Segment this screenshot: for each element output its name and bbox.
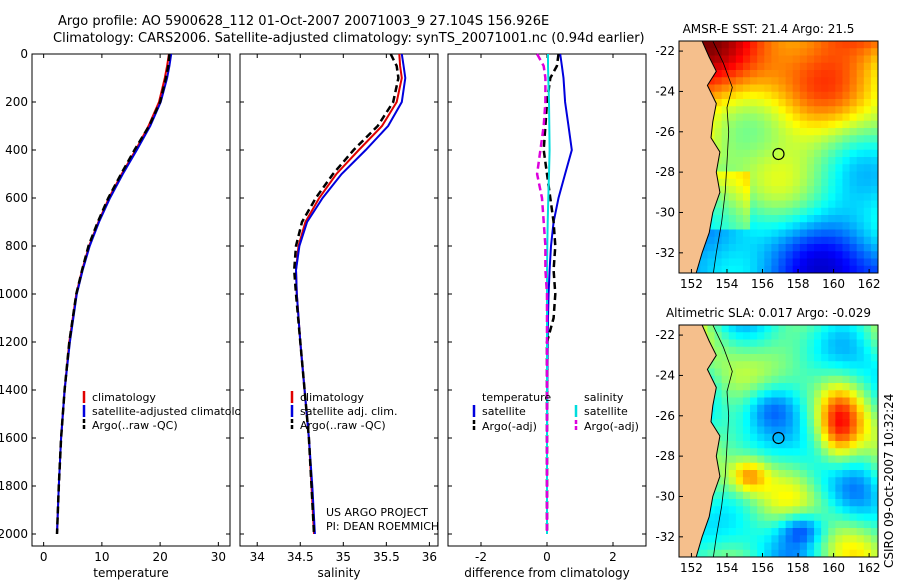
temperature-ytick-label: 600 <box>5 191 28 205</box>
temperature-ytick-label: 1800 <box>0 479 28 493</box>
legend-entry: satellite adj. clim. <box>300 405 397 418</box>
salinity-axes-frame <box>239 53 439 547</box>
amsre-sst-xtick-label: 154 <box>716 277 739 291</box>
altimetric-sla-contour <box>712 325 733 557</box>
amsre-sst-xtick-label: 162 <box>858 277 881 291</box>
difference-xtick-label: 2 <box>609 550 617 564</box>
temperature-ytick-label: 200 <box>5 95 28 109</box>
altimetric-sla-argo-marker <box>772 431 785 445</box>
amsre-sst-argo-marker <box>772 147 785 161</box>
title-line-1: Argo profile: AO 5900628_112 01-Oct-2007… <box>58 14 549 29</box>
legend-entry: satellite <box>482 405 526 418</box>
temperature-series-satellite-adjusted-climatology <box>56 53 173 535</box>
amsre-sst-ytick-label: -30 <box>655 205 675 219</box>
amsre-sst-xtick-label: 158 <box>787 277 810 291</box>
amsre-sst-ytick-label: -26 <box>655 125 675 139</box>
altimetric-sla-image <box>679 325 878 557</box>
altimetric-sla-xtick-label: 160 <box>822 561 845 575</box>
amsre-sst-ytick-label: -24 <box>655 84 675 98</box>
temperature-axes-frame <box>31 53 231 547</box>
legend-entry: climatology <box>92 391 156 404</box>
altimetric-sla-land <box>679 325 721 557</box>
project-line-1: US ARGO PROJECT <box>326 506 428 519</box>
legend-entry: climatology <box>300 391 364 404</box>
altimetric-sla-title: Altimetric SLA: 0.017 Argo: -0.029 <box>666 306 871 320</box>
legend-header-temperature: temperature <box>482 391 551 404</box>
altimetric-sla-ytick-label: -30 <box>655 489 675 503</box>
temperature-xtick-label: 0 <box>40 550 48 564</box>
salinity-xtick-label: 34.5 <box>287 550 314 564</box>
legend-entry: Argo(..raw -QC) <box>92 419 178 432</box>
temperature-ytick-label: 1000 <box>0 287 28 301</box>
temperature-ytick-label: 800 <box>5 239 28 253</box>
legend-header-salinity: salinity <box>584 391 624 404</box>
amsre-sst-contour <box>712 41 733 273</box>
altimetric-sla-ytick-label: -24 <box>655 368 675 382</box>
temperature-ytick-label: 1400 <box>0 383 28 397</box>
amsre-sst-ytick-label: -32 <box>655 246 675 260</box>
altimetric-sla-xtick-label: 158 <box>787 561 810 575</box>
amsre-sst-panel: AMSR-E SST: 21.4 Argo: 21.5 152 154 156 158 1… <box>655 22 880 291</box>
amsre-sst-title: AMSR-E SST: 21.4 Argo: 21.5 <box>683 22 855 36</box>
amsre-sst-ytick-label: -28 <box>655 165 675 179</box>
amsre-sst-ytick-label: -22 <box>655 44 675 58</box>
legend-entry: satellite <box>584 405 628 418</box>
difference-xlabel: difference from climatology <box>464 566 630 580</box>
amsre-sst-axes-frame <box>678 40 879 274</box>
amsre-sst-xtick-label: 152 <box>680 277 703 291</box>
salinity-xtick-label: 36 <box>422 550 437 564</box>
difference-xtick-label: 0 <box>543 550 551 564</box>
salinity-xtick-label: 34 <box>250 550 265 564</box>
altimetric-sla-ytick-label: -28 <box>655 449 675 463</box>
amsre-sst-land <box>679 41 721 273</box>
altimetric-sla-ytick-label: -26 <box>655 409 675 423</box>
difference-panel: -2 0 2 difference from climatology temperatu… <box>447 53 647 580</box>
legend-entry: Argo(-adj) <box>482 420 537 433</box>
credit-label: CSIRO 09-Oct-2007 10:32:24 <box>882 394 896 568</box>
project-line-2: PI: DEAN ROEMMICH <box>326 520 439 533</box>
salinity-xtick-label: 35 <box>336 550 351 564</box>
temperature-ytick-label: 400 <box>5 143 28 157</box>
temperature-xtick-label: 10 <box>94 550 109 564</box>
salinity-xlabel: salinity <box>317 566 360 580</box>
temperature-panel: 0 10 20 30 0 200 400 600 800 1000 1200 1400 1600 1800… <box>0 47 255 580</box>
altimetric-sla-panel: Altimetric SLA: 0.017 Argo: -0.029 152 154… <box>655 306 880 575</box>
altimetric-sla-xtick-label: 156 <box>751 561 774 575</box>
altimetric-sla-xtick-label: 154 <box>716 561 739 575</box>
difference-xtick-label: -2 <box>475 550 487 564</box>
temperature-ytick-label: 0 <box>20 47 28 61</box>
altimetric-sla-xtick-label: 162 <box>858 561 881 575</box>
salinity-panel: 34 34.5 35 35.5 36 salinity climatologysatelli… <box>239 53 439 580</box>
salinity-series-argo-raw-qc- <box>292 53 400 535</box>
legend-entry: satellite-adjusted climatology <box>92 405 255 418</box>
salinity-xtick-label: 35.5 <box>373 550 400 564</box>
amsre-sst-image <box>679 41 878 273</box>
amsre-sst-xtick-label: 156 <box>751 277 774 291</box>
amsre-sst-xtick-label: 160 <box>822 277 845 291</box>
altimetric-sla-axes-frame <box>678 324 879 558</box>
temperature-ytick-label: 2000 <box>0 527 28 541</box>
temperature-xlabel: temperature <box>93 566 168 580</box>
temperature-ytick-label: 1200 <box>0 335 28 349</box>
altimetric-sla-ytick-label: -22 <box>655 328 675 342</box>
difference-series-salinity-argo-adj- <box>535 53 549 534</box>
temperature-xtick-label: 30 <box>211 550 226 564</box>
legend-entry: Argo(-adj) <box>584 420 639 433</box>
altimetric-sla-xtick-label: 152 <box>680 561 703 575</box>
altimetric-sla-ytick-label: -32 <box>655 530 675 544</box>
legend-entry: Argo(..raw -QC) <box>300 419 386 432</box>
title-line-2: Climatology: CARS2006. Satellite-adjuste… <box>53 31 645 46</box>
temperature-ytick-label: 1600 <box>0 431 28 445</box>
temperature-xtick-label: 20 <box>152 550 167 564</box>
